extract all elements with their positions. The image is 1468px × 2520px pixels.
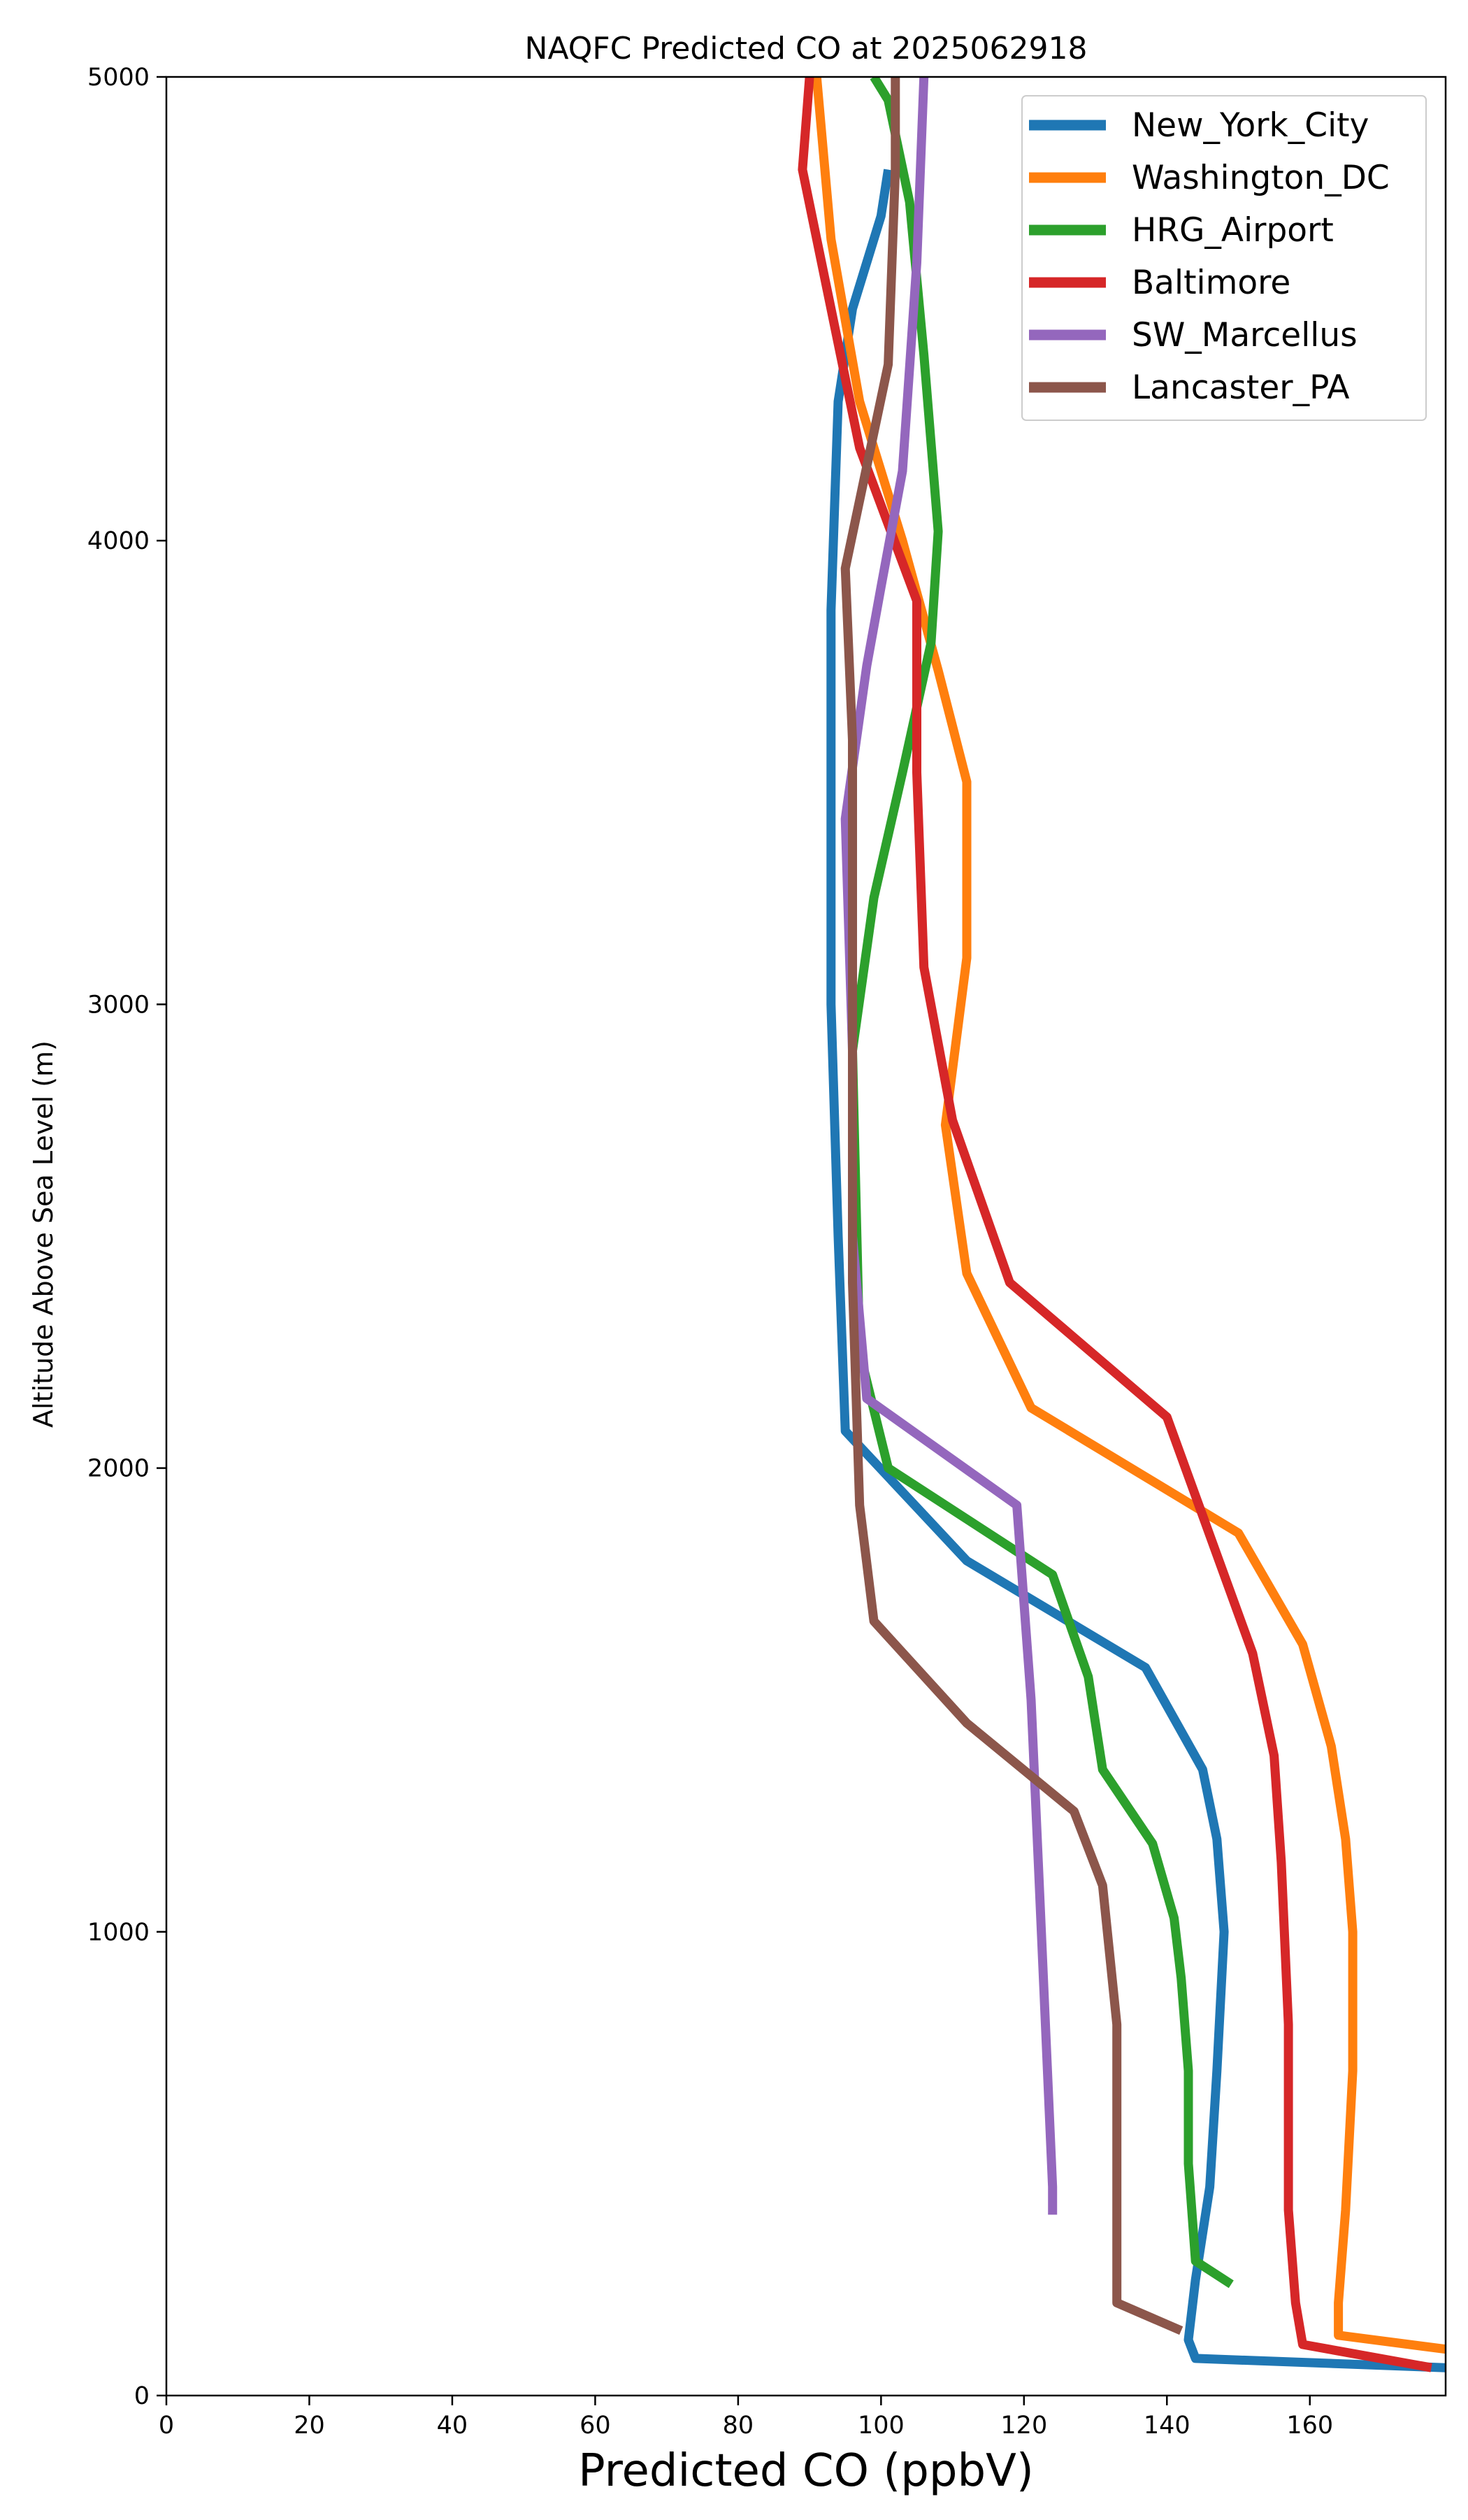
y-tick-label: 4000 [87, 527, 150, 555]
y-tick-label: 0 [134, 2382, 150, 2410]
series-line-baltimore [798, 77, 1432, 2372]
x-tick-label: 20 [294, 2412, 325, 2440]
legend-label: Washington_DC [1132, 159, 1390, 197]
y-tick-label: 3000 [87, 991, 150, 1019]
series-lines [798, 77, 1446, 2372]
legend-label: HRG_Airport [1132, 211, 1334, 250]
series-line-hrg-airport [848, 77, 1234, 2289]
plot-frame [165, 76, 1447, 2397]
legend-label: Baltimore [1132, 264, 1290, 302]
x-tick-label: 80 [723, 2412, 754, 2440]
x-tick-label: 0 [159, 2412, 174, 2440]
y-axis-label: Altitude Above Sea Level (m) [28, 1040, 59, 1428]
series-line-washington-dc [812, 77, 1446, 2354]
x-tick-label: 60 [580, 2412, 611, 2440]
axis-ticks: 0 20 40 60 80 100 120 140 160 0 1000 2000 3000 4000 50… [87, 64, 1333, 2440]
chart-title: NAQFC Predicted CO at 2025062918 [525, 31, 1088, 66]
legend: New_York_City Washington_DC HRG_Airport Bal… [1021, 95, 1427, 421]
legend-box [1021, 95, 1427, 421]
legend-label: Lancaster_PA [1132, 368, 1350, 407]
legend-label: New_York_City [1132, 106, 1369, 145]
y-tick-label: 2000 [87, 1455, 150, 1483]
x-tick-label: 120 [1000, 2412, 1047, 2440]
x-tick-label: 140 [1144, 2412, 1190, 2440]
x-axis-label: Predicted CO (ppbV) [578, 2445, 1034, 2497]
y-tick-label: 1000 [87, 1919, 150, 1947]
series-line-lancaster-pa [840, 77, 1183, 2335]
x-tick-label: 40 [437, 2412, 468, 2440]
x-tick-label: 100 [858, 2412, 905, 2440]
y-tick-label: 5000 [87, 64, 150, 92]
legend-label: SW_Marcellus [1132, 316, 1358, 355]
x-tick-label: 160 [1286, 2412, 1333, 2440]
